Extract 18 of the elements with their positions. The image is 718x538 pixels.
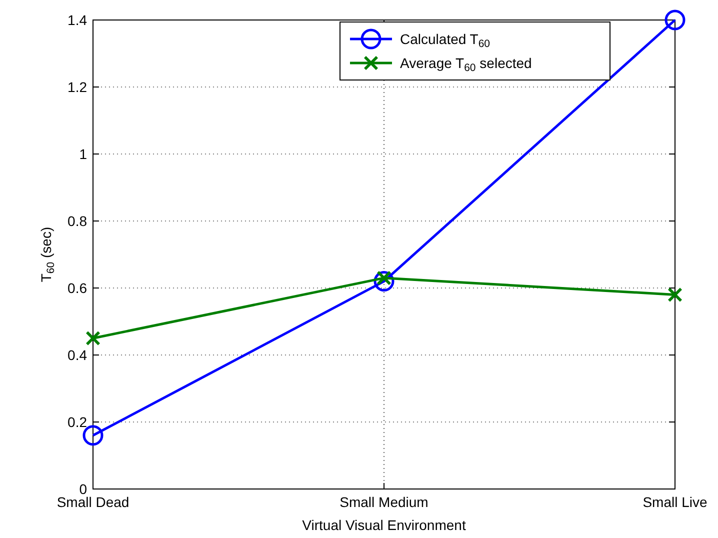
- y-tick-label: 1: [79, 146, 88, 162]
- point: [86, 331, 100, 346]
- point: [664, 10, 686, 30]
- y-tick-label: 0.6: [68, 280, 88, 296]
- legend-label: Average T$_{60}$ selected: [400, 54, 532, 74]
- x-axis-title: Virtual Visual Environment: [302, 517, 466, 533]
- y-tick-label: 1.4: [68, 12, 88, 28]
- y-tick-label: 0.4: [68, 346, 88, 363]
- legend-label: Calculated T$_{60}$: [400, 30, 490, 50]
- y-tick-label: 0.2: [68, 414, 88, 430]
- point: [668, 288, 682, 302]
- point: [374, 271, 394, 292]
- x-tick-label: Small Live: [642, 494, 708, 510]
- y-tick-label: 1.2: [68, 78, 88, 95]
- x-tick-label: Small Medium: [340, 494, 428, 510]
- y-tick-label: 0.8: [68, 212, 88, 229]
- x-tick-label: Small Dead: [56, 494, 130, 510]
- y-tick-label: 0: [79, 480, 88, 497]
